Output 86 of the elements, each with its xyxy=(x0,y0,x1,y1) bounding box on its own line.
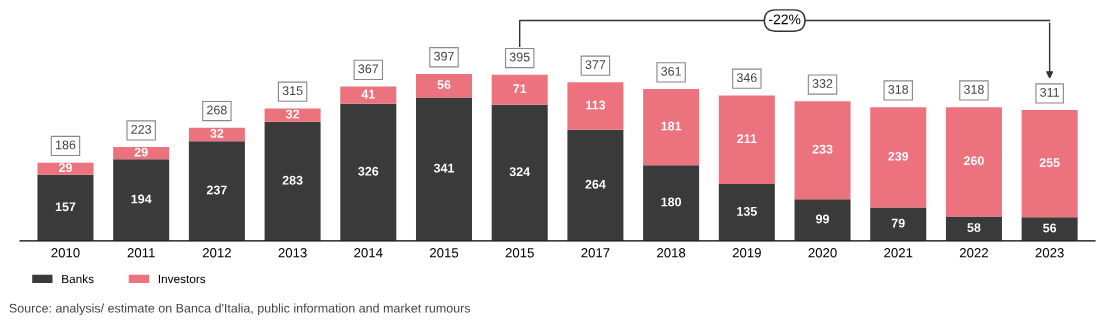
bar xyxy=(113,159,170,241)
data-label: 237 xyxy=(206,185,227,195)
data-label: 239 xyxy=(888,151,909,161)
bar xyxy=(491,104,548,241)
total-label: 397 xyxy=(434,51,454,61)
bar xyxy=(567,82,624,130)
data-label: 41 xyxy=(361,89,375,99)
data-label: 113 xyxy=(586,100,606,110)
data-label: 79 xyxy=(891,218,905,228)
x-tick-label: 2022 xyxy=(959,248,988,258)
bar xyxy=(1021,217,1078,241)
total-label: 395 xyxy=(509,52,530,62)
bar xyxy=(945,216,1002,241)
x-tick-label: 2015 xyxy=(505,248,534,258)
data-label: 181 xyxy=(661,121,682,131)
data-label: 157 xyxy=(55,202,76,212)
x-tick-label: 2013 xyxy=(278,248,307,258)
x-tick-label: 2011 xyxy=(127,248,155,258)
data-label: 341 xyxy=(433,163,455,173)
data-label: 260 xyxy=(963,156,984,166)
bar xyxy=(870,207,927,241)
data-label: 194 xyxy=(131,194,152,204)
data-label: 324 xyxy=(509,167,531,177)
text: -22% xyxy=(769,14,801,25)
data-label: 29 xyxy=(58,163,72,173)
data-label: 211 xyxy=(737,134,757,143)
bar xyxy=(340,103,397,241)
total-label: 367 xyxy=(358,64,379,74)
total-label: 311 xyxy=(1040,87,1059,97)
bar xyxy=(718,95,775,185)
bar xyxy=(945,107,1002,217)
total-label: 315 xyxy=(282,86,303,96)
legend-label: Banks xyxy=(62,274,94,284)
bar xyxy=(718,184,775,241)
bar xyxy=(415,73,473,98)
bar xyxy=(1021,110,1078,218)
data-label: 58 xyxy=(967,223,981,232)
x-tick-label: 2010 xyxy=(51,248,80,258)
data-label: 99 xyxy=(816,214,830,224)
legend-label: Investors xyxy=(158,274,206,284)
x-tick-label: 2023 xyxy=(1035,248,1064,258)
data-label: 71 xyxy=(513,84,527,93)
data-label: 29 xyxy=(134,147,148,157)
data-label: 233 xyxy=(812,144,833,154)
x-tick-label: 2017 xyxy=(581,248,610,258)
total-label: 377 xyxy=(585,60,606,70)
bar xyxy=(113,147,170,160)
x-tick-label: 2012 xyxy=(202,248,231,258)
bar xyxy=(491,74,548,105)
source-note: Source: analysis/ estimate on Banca d'Italia, public information and market rumours xyxy=(9,303,471,316)
data-label: 255 xyxy=(1039,158,1060,168)
total-label: 318 xyxy=(963,84,984,94)
total-label: 318 xyxy=(888,84,909,94)
data-label: 135 xyxy=(737,206,757,216)
bar xyxy=(264,108,321,122)
bar xyxy=(567,129,624,241)
x-tick-label: 2015 xyxy=(429,248,459,258)
x-tick-label: 2014 xyxy=(354,248,383,258)
total-label: 332 xyxy=(812,79,833,88)
bar xyxy=(264,121,321,241)
bar xyxy=(37,174,94,241)
bar xyxy=(870,107,927,208)
bar xyxy=(415,97,473,241)
total-label: 223 xyxy=(131,124,152,134)
data-label: 32 xyxy=(210,128,224,138)
total-label: 268 xyxy=(207,105,227,115)
bar xyxy=(794,101,851,200)
x-tick-label: 2020 xyxy=(808,248,837,258)
data-label: 326 xyxy=(358,166,379,176)
data-label: 283 xyxy=(282,175,303,185)
x-tick-label: 2019 xyxy=(732,248,761,258)
total-label: 186 xyxy=(56,140,76,150)
data-label: 56 xyxy=(1043,223,1057,233)
bar xyxy=(643,165,700,241)
data-label: 180 xyxy=(661,197,682,207)
bar xyxy=(340,86,397,104)
total-label: 361 xyxy=(661,66,681,76)
bar xyxy=(794,199,851,241)
bar xyxy=(643,89,700,166)
data-label: 56 xyxy=(437,80,451,90)
data-label: 264 xyxy=(585,179,606,189)
x-tick-label: 2021 xyxy=(884,248,913,258)
total-label: 346 xyxy=(736,73,757,83)
bar xyxy=(188,141,245,241)
data-label: 32 xyxy=(285,109,300,119)
x-tick-label: 2018 xyxy=(657,248,686,258)
